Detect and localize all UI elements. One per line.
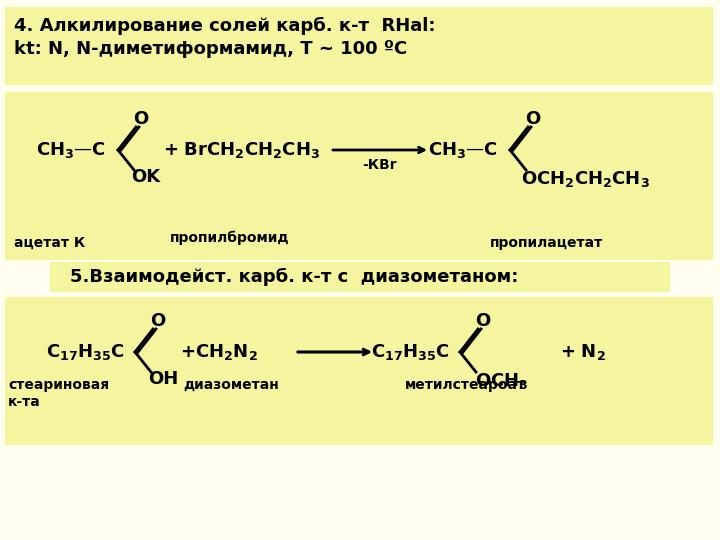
Text: OK: OK xyxy=(132,168,161,186)
Text: $\mathbf{C_{17}H_{35}C}$: $\mathbf{C_{17}H_{35}C}$ xyxy=(46,342,125,362)
Text: к-та: к-та xyxy=(8,395,41,409)
Bar xyxy=(5,297,713,445)
Text: O: O xyxy=(133,110,148,128)
Text: стеариновая: стеариновая xyxy=(8,378,109,392)
Text: ацетат К: ацетат К xyxy=(14,236,85,250)
Text: метилстеароат: метилстеароат xyxy=(405,378,526,392)
Text: O: O xyxy=(475,312,490,330)
Bar xyxy=(5,7,713,85)
Text: -КВr: -КВr xyxy=(363,158,397,172)
Text: $\mathbf{OCH_3}$: $\mathbf{OCH_3}$ xyxy=(475,371,528,391)
Text: O: O xyxy=(526,110,541,128)
Text: $\mathbf{CH_3}$—$\mathbf{C}$: $\mathbf{CH_3}$—$\mathbf{C}$ xyxy=(36,140,106,160)
Bar xyxy=(5,92,713,260)
Text: $\mathbf{+\ N_2}$: $\mathbf{+\ N_2}$ xyxy=(560,342,606,362)
Text: пропилбромид: пропилбромид xyxy=(170,231,289,245)
Text: $\mathbf{+CH_2N_2}$: $\mathbf{+CH_2N_2}$ xyxy=(180,342,258,362)
Text: 5.Взаимодейст. карб. к-т с  диазометаном:: 5.Взаимодейст. карб. к-т с диазометаном: xyxy=(70,268,518,286)
Text: пропилацетат: пропилацетат xyxy=(490,236,603,250)
Text: kt: N, N-диметиформамид, Т ~ 100 ºC: kt: N, N-диметиформамид, Т ~ 100 ºC xyxy=(14,40,408,58)
Text: диазометан: диазометан xyxy=(183,378,279,392)
Text: $\mathbf{+\ BrCH_2CH_2CH_3}$: $\mathbf{+\ BrCH_2CH_2CH_3}$ xyxy=(163,140,320,160)
Text: $\mathbf{CH_3}$—$\mathbf{C}$: $\mathbf{CH_3}$—$\mathbf{C}$ xyxy=(428,140,498,160)
Text: O: O xyxy=(150,312,166,330)
Text: $\mathbf{OCH_2CH_2CH_3}$: $\mathbf{OCH_2CH_2CH_3}$ xyxy=(521,169,649,189)
Bar xyxy=(50,262,670,292)
Text: $\mathbf{C_{17}H_{35}C}$: $\mathbf{C_{17}H_{35}C}$ xyxy=(372,342,450,362)
Text: 4. Алкилирование солей карб. к-т  RHal:: 4. Алкилирование солей карб. к-т RHal: xyxy=(14,17,436,35)
Text: OH: OH xyxy=(148,370,178,388)
